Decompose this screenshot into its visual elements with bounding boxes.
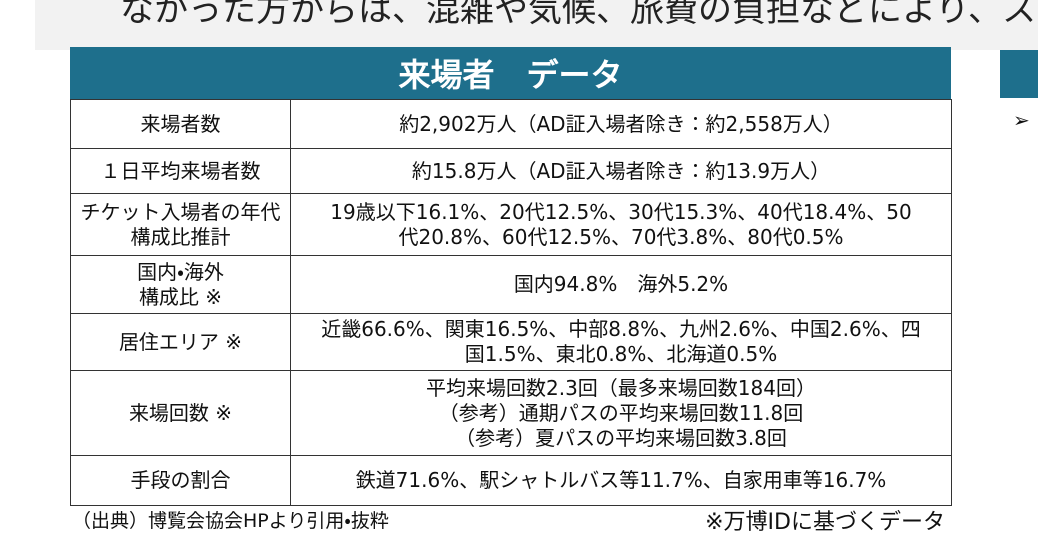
row-label: 国内・海外 構成比 ※ (70, 255, 291, 314)
cell-line: 来場回数 ※ (128, 400, 233, 425)
table-title: 来場者 データ (70, 47, 951, 99)
row-label: 居住エリア ※ (70, 313, 291, 371)
cell-line: 手段の割合 (130, 468, 231, 492)
cell-line: 約15.8万人（AD証入場者除き：約13.9万人） (411, 158, 831, 183)
row-label: １日平均来場者数 (70, 148, 291, 194)
table-row: 居住エリア ※ 近畿66.6%、関東16.5%、中部8.8%、九州2.6%、中国2… (70, 313, 952, 371)
cell-line: 来場者数 (140, 111, 221, 136)
table-row: 来場者数 約2,902万人（AD証入場者除き：約2,558万人） (70, 99, 952, 149)
remark-note: ※万博IDに基づくデータ (705, 510, 945, 535)
cell-line: 近畿66.6%、関東16.5%、中部8.8%、九州2.6%、中国2.6%、四 (321, 317, 921, 341)
row-label: チケット入場者の年代 構成比推計 (70, 193, 291, 256)
row-value: 平均来場回数2.3回（最多来場回数184回） （参考）通期パスの平均来場回数11.… (290, 370, 952, 456)
table-row: 国内・海外 構成比 ※ 国内94.8% 海外5.2% (70, 255, 952, 314)
row-value: 国内94.8% 海外5.2% (290, 255, 952, 314)
cell-line: １日平均来場者数 (100, 158, 261, 183)
cell-line: 構成比推計 (130, 224, 231, 249)
table-row: 手段の割合 鉄道71.6%、駅シャトルバス等11.7%、自家用車等16.7% (70, 455, 952, 506)
cell-line: 平均来場回数2.3回（最多来場回数184回） (426, 375, 816, 400)
data-table: 来場者数 約2,902万人（AD証入場者除き：約2,558万人） １日平均来場者数 約… (70, 99, 952, 506)
side-bar (1000, 50, 1038, 98)
cell-line: 代20.8%、60代12.5%、70代3.8%、80代0.5% (398, 224, 844, 249)
header-strip: なかった方からは、混雑や気候、旅費の負担などにより、ス (35, 0, 1038, 50)
cell-line: 国内94.8% 海外5.2% (513, 272, 729, 296)
row-label: 来場回数 ※ (70, 370, 291, 456)
row-value: 鉄道71.6%、駅シャトルバス等11.7%、自家用車等16.7% (290, 455, 952, 506)
row-value: 19歳以下16.1%、20代12.5%、30代15.3%、40代18.4%、50… (290, 193, 952, 256)
cell-line: 19歳以下16.1%、20代12.5%、30代15.3%、40代18.4%、50 (330, 199, 912, 224)
row-label: 来場者数 (70, 99, 291, 149)
table-row: １日平均来場者数 約15.8万人（AD証入場者除き：約13.9万人） (70, 148, 952, 194)
cell-line: 国1.5%、東北0.8%、北海道0.5% (464, 342, 778, 366)
header-fragment: なかった方からは、混雑や気候、旅費の負担などにより、ス (120, 0, 1036, 30)
cell-line: （参考）通期パスの平均来場回数11.8回 (438, 400, 804, 425)
table-row: 来場回数 ※ 平均来場回数2.3回（最多来場回数184回） （参考）通期パスの平均来… (70, 370, 952, 456)
table-row: チケット入場者の年代 構成比推計 19歳以下16.1%、20代12.5%、30代15… (70, 193, 952, 256)
row-value: 約15.8万人（AD証入場者除き：約13.9万人） (290, 148, 952, 194)
row-value: 約2,902万人（AD証入場者除き：約2,558万人） (290, 99, 952, 149)
cell-line: 国内・海外 (137, 259, 224, 284)
cell-line: 構成比 ※ (138, 284, 223, 309)
cell-line: 鉄道71.6%、駅シャトルバス等11.7%、自家用車等16.7% (355, 468, 887, 492)
cell-line: チケット入場者の年代 (80, 199, 281, 224)
source-note: （出典）博覧会協会HPより引用・抜粋 (72, 510, 389, 532)
bullet-arrow: ➢ (1013, 108, 1030, 132)
cell-line: 約2,902万人（AD証入場者除き：約2,558万人） (399, 111, 843, 136)
row-value: 近畿66.6%、関東16.5%、中部8.8%、九州2.6%、中国2.6%、四 国1… (290, 313, 952, 371)
cell-line: （参考）夏パスの平均来場回数3.8回 (455, 425, 787, 450)
row-label: 手段の割合 (70, 455, 291, 506)
cell-line: 居住エリア ※ (118, 329, 243, 354)
